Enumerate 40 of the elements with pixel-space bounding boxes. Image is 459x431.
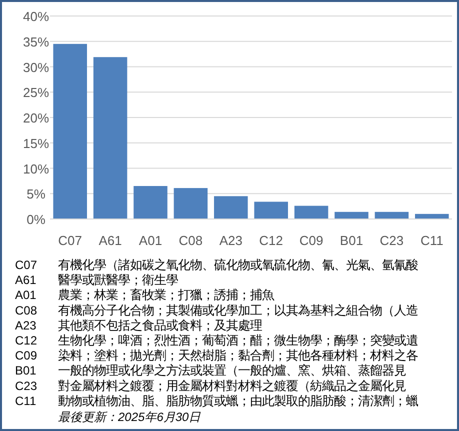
category-label: A23 xyxy=(15,318,36,332)
x-tick-label: C12 xyxy=(259,233,284,248)
text: 一般的物理或化學之方法或裝置（一般的爐、窯、烘箱、蒸餾器見 xyxy=(58,364,406,378)
y-tick-label: 40% xyxy=(22,9,50,24)
text: 有機化學（諸如碳之氧化物、硫化物或氧硫化物、氰、光氣、氫氰酸 xyxy=(58,258,418,272)
text: 其他類不包括之食品或食料；及其處理 xyxy=(58,318,262,332)
x-tick-label: C08 xyxy=(178,233,203,248)
y-tick-label: 5% xyxy=(26,186,46,202)
category-label: A01 xyxy=(15,288,36,302)
y-tick-label: 25% xyxy=(22,85,50,100)
y-tick-label: 20% xyxy=(22,110,50,126)
category-label: B01 xyxy=(15,364,36,378)
category-label: C23 xyxy=(15,378,38,393)
x-tick-label: B01 xyxy=(340,233,364,248)
y-tick-label: 15% xyxy=(22,136,50,151)
text: 對金屬材料之鍍覆；用金屬材料對材料之鍍覆（紡織品之金屬化見 xyxy=(58,378,406,393)
x-tick-label: A23 xyxy=(219,233,242,248)
x-tick-label: A01 xyxy=(138,233,162,248)
category-label: A61 xyxy=(15,273,36,288)
y-tick-label: 0% xyxy=(26,212,46,227)
text: 生物化學；啤酒；烈性酒；葡萄酒；醋；微生物學；酶學；突變或遺 xyxy=(58,334,418,348)
text: 醫學或獸醫學；衛生學 xyxy=(58,273,178,288)
text: 最後更新：2025年6月30日 xyxy=(58,410,202,424)
text: 動物或植物油、脂、脂肪物質或蠟；由此製取的脂肪酸；清潔劑；蠟 xyxy=(58,394,418,408)
y-tick-label: 30% xyxy=(22,60,50,75)
category-label: C07 xyxy=(15,258,38,272)
x-tick-label: C11 xyxy=(420,233,444,248)
category-label: C12 xyxy=(15,334,38,348)
x-tick-label: C07 xyxy=(58,233,82,248)
text: 有機高分子化合物；其製備或化學加工；以其為基料之組合物（人造 xyxy=(58,303,418,318)
text: 染料；塗料；拋光劑；天然樹脂；黏合劑；其他各種材料；材料之各 xyxy=(58,348,418,363)
x-tick-label: A61 xyxy=(98,233,122,248)
y-tick-label: 10% xyxy=(22,161,50,176)
x-tick-label: C09 xyxy=(299,233,324,248)
category-label: C09 xyxy=(15,348,38,363)
category-label: C08 xyxy=(15,303,38,318)
y-tick-label: 35% xyxy=(22,34,50,50)
text: 農業；林業；畜牧業；打獵；誘捕；捕魚 xyxy=(58,288,274,302)
x-tick-label: C23 xyxy=(380,233,404,248)
category-label: C11 xyxy=(15,394,36,408)
